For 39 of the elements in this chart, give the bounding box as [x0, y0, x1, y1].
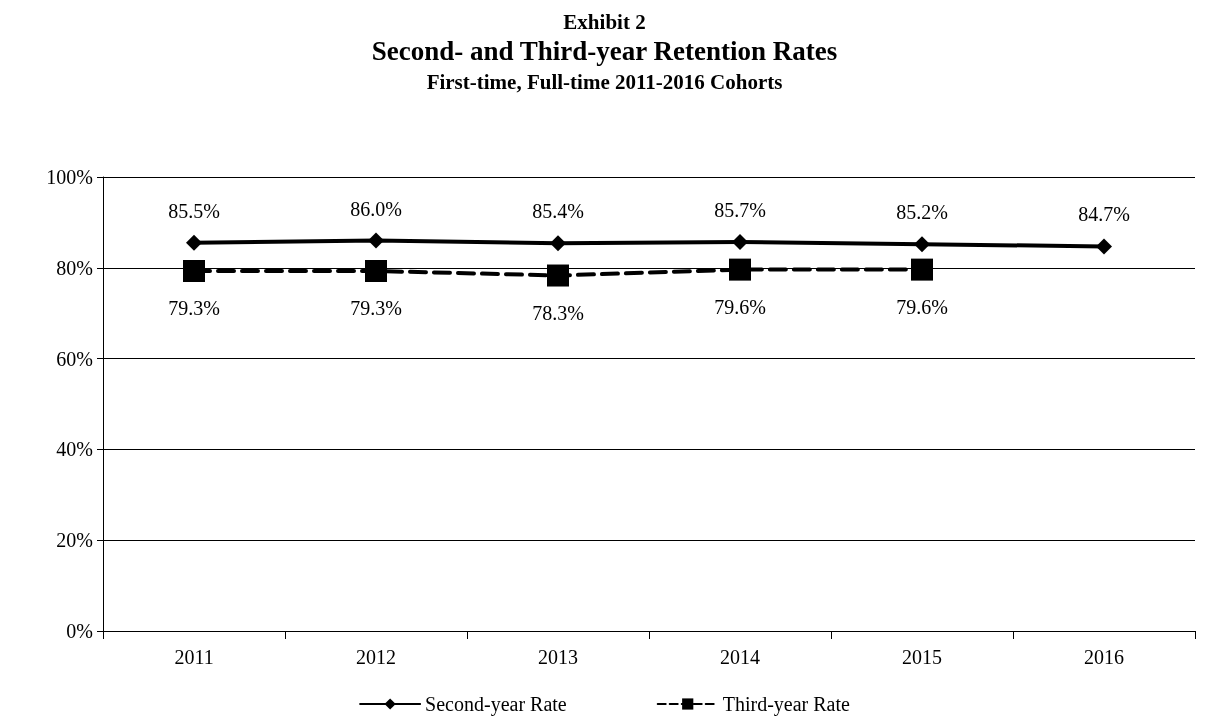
point	[732, 233, 748, 250]
point	[1096, 238, 1112, 255]
legend-label: Third-year Rate	[722, 693, 850, 716]
point	[914, 236, 930, 253]
chart-title: Second- and Third-year Retention Rates	[371, 35, 838, 66]
data-label: 85.4%	[532, 200, 584, 223]
x-tick-label: 2016	[1084, 646, 1124, 668]
point	[911, 258, 933, 281]
y-tick-label: 80%	[56, 256, 93, 279]
x-tick-label: 2015	[902, 646, 942, 668]
data-label: 85.2%	[896, 201, 948, 224]
data-label: 85.7%	[714, 198, 766, 221]
legend-label: Second-year Rate	[425, 693, 567, 716]
data-label: 85.5%	[168, 199, 220, 222]
x-tick-label: 2014	[720, 646, 760, 668]
point	[550, 235, 566, 252]
y-tick-label: 20%	[56, 529, 93, 552]
point	[368, 232, 384, 249]
x-tick-label: 2013	[538, 646, 578, 668]
data-label: 79.6%	[896, 295, 948, 318]
point	[547, 264, 569, 287]
data-label: 84.7%	[1078, 203, 1130, 226]
y-tick-label: 0%	[66, 620, 93, 642]
y-tick-label: 100%	[46, 166, 93, 188]
y-tick-label: 60%	[56, 347, 93, 370]
x-tick-label: 2012	[356, 646, 396, 668]
y-tick-label: 40%	[56, 438, 93, 461]
x-tick-label: 2011	[174, 646, 214, 668]
text: Exhibit 2	[563, 9, 646, 34]
point	[365, 259, 387, 282]
data-label: 79.3%	[350, 296, 402, 319]
data-label: 78.3%	[532, 301, 584, 324]
data-label: 79.6%	[714, 295, 766, 318]
point	[186, 234, 202, 251]
data-label: 86.0%	[350, 197, 402, 220]
point	[729, 258, 751, 281]
data-label: 79.3%	[168, 296, 220, 319]
point	[183, 259, 205, 282]
chart-subtitle: First-time, Full-time 2011-2016 Cohorts	[426, 69, 783, 94]
